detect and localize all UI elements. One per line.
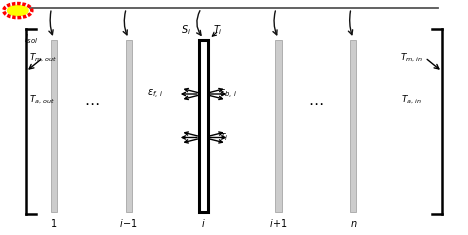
Bar xyxy=(275,40,282,212)
Text: $T_{m,\,in}$: $T_{m,\,in}$ xyxy=(400,51,424,64)
Text: $\varepsilon_{b,\,i}$: $\varepsilon_{b,\,i}$ xyxy=(219,87,237,101)
Text: $T_i$: $T_i$ xyxy=(213,24,223,37)
Text: $i\!-\!1$: $i\!-\!1$ xyxy=(119,217,138,229)
Text: $n$: $n$ xyxy=(350,219,357,229)
Bar xyxy=(199,40,208,212)
Text: $\cdots$: $\cdots$ xyxy=(84,95,99,110)
Text: $I_{sol}$: $I_{sol}$ xyxy=(24,32,39,46)
Text: $\varepsilon_{f,\,i}$: $\varepsilon_{f,\,i}$ xyxy=(147,87,163,101)
Text: $T_{a,\,in}$: $T_{a,\,in}$ xyxy=(401,94,422,106)
Bar xyxy=(350,40,357,212)
Bar xyxy=(51,40,57,212)
Text: $1$: $1$ xyxy=(50,217,58,229)
Text: $S_i$: $S_i$ xyxy=(181,24,191,37)
Text: $\tau_i$: $\tau_i$ xyxy=(219,132,229,143)
Circle shape xyxy=(7,5,28,16)
Text: $T_{m,\,out}$: $T_{m,\,out}$ xyxy=(29,51,58,64)
Text: $i$: $i$ xyxy=(201,217,206,229)
Text: $T_{a,\,out}$: $T_{a,\,out}$ xyxy=(29,94,56,106)
Bar xyxy=(125,40,132,212)
Text: $\cdots$: $\cdots$ xyxy=(308,95,323,110)
Text: $i\!+\!1$: $i\!+\!1$ xyxy=(269,217,288,229)
